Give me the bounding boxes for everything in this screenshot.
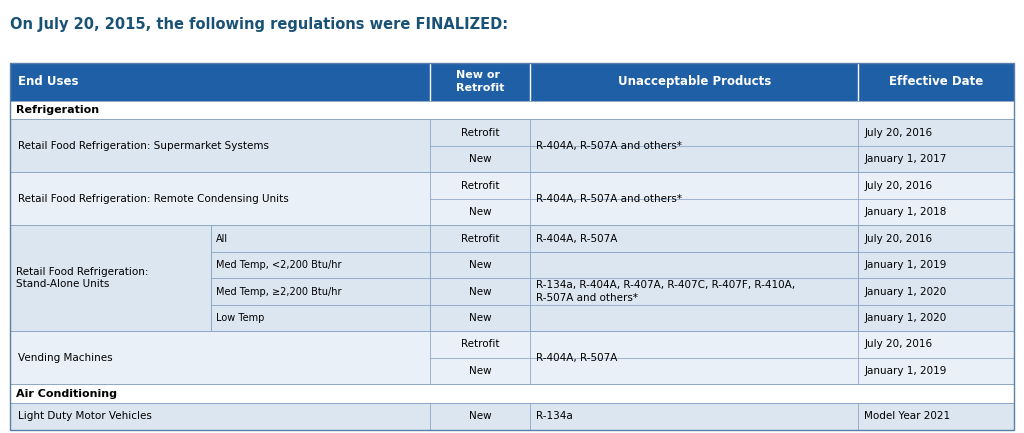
Text: Retail Food Refrigeration: Supermarket Systems: Retail Food Refrigeration: Supermarket S… — [18, 141, 269, 151]
Text: R-404A, R-507A and others*: R-404A, R-507A and others* — [537, 194, 682, 204]
Bar — [10, 331, 1014, 384]
Bar — [10, 225, 1014, 331]
Text: New: New — [469, 411, 492, 421]
Text: January 1, 2018: January 1, 2018 — [864, 207, 947, 217]
Bar — [10, 331, 1014, 384]
Text: All: All — [216, 233, 228, 244]
Text: Retrofit: Retrofit — [461, 339, 499, 349]
Text: Refrigeration: Refrigeration — [16, 105, 99, 115]
Text: January 1, 2017: January 1, 2017 — [864, 154, 947, 164]
Text: Retrofit: Retrofit — [461, 233, 499, 244]
Bar — [10, 100, 1014, 120]
Text: New: New — [469, 260, 492, 270]
Bar — [10, 63, 1014, 430]
Bar — [430, 305, 530, 331]
Bar — [430, 225, 530, 252]
Bar — [10, 225, 1014, 331]
Text: Retrofit: Retrofit — [461, 128, 499, 138]
Bar — [858, 225, 1014, 252]
Text: July 20, 2016: July 20, 2016 — [864, 339, 933, 349]
Bar — [858, 252, 1014, 278]
Text: Med Temp, <2,200 Btu/hr: Med Temp, <2,200 Btu/hr — [216, 260, 342, 270]
Text: R-404A, R-507A and others*: R-404A, R-507A and others* — [537, 141, 682, 151]
Text: January 1, 2020: January 1, 2020 — [864, 287, 946, 297]
Text: July 20, 2016: July 20, 2016 — [864, 128, 933, 138]
Bar — [10, 120, 1014, 172]
Text: R-134a: R-134a — [537, 411, 573, 421]
Bar — [530, 225, 858, 252]
Text: Med Temp, ≥2,200 Btu/hr: Med Temp, ≥2,200 Btu/hr — [216, 287, 342, 297]
Text: R-404A, R-507A: R-404A, R-507A — [537, 353, 617, 363]
Text: July 20, 2016: July 20, 2016 — [864, 181, 933, 191]
Text: New or
Retrofit: New or Retrofit — [456, 71, 504, 93]
Text: Light Duty Motor Vehicles: Light Duty Motor Vehicles — [18, 411, 153, 421]
Bar — [858, 305, 1014, 331]
Text: R-404A, R-507A: R-404A, R-507A — [537, 233, 617, 244]
Text: January 1, 2019: January 1, 2019 — [864, 366, 947, 376]
Text: New: New — [469, 154, 492, 164]
Text: Retrofit: Retrofit — [461, 181, 499, 191]
Bar — [10, 403, 1014, 430]
Bar — [10, 63, 1014, 100]
Text: Vending Machines: Vending Machines — [18, 353, 113, 363]
Bar — [10, 384, 1014, 403]
Bar — [211, 278, 430, 305]
Text: January 1, 2020: January 1, 2020 — [864, 313, 946, 323]
Bar — [430, 252, 530, 278]
Text: Retail Food Refrigeration:
Stand-Alone Units: Retail Food Refrigeration: Stand-Alone U… — [16, 267, 148, 290]
Text: Air Conditioning: Air Conditioning — [16, 388, 118, 399]
Text: Retail Food Refrigeration: Remote Condensing Units: Retail Food Refrigeration: Remote Conden… — [18, 194, 289, 204]
Text: Unacceptable Products: Unacceptable Products — [617, 75, 771, 88]
Bar — [530, 252, 858, 331]
Text: On July 20, 2015, the following regulations were FINALIZED:: On July 20, 2015, the following regulati… — [10, 17, 508, 32]
Text: New: New — [469, 207, 492, 217]
Bar — [10, 172, 1014, 225]
Text: Effective Date: Effective Date — [889, 75, 983, 88]
Bar — [10, 172, 1014, 225]
Text: Low Temp: Low Temp — [216, 313, 264, 323]
Text: New: New — [469, 287, 492, 297]
Text: New: New — [469, 313, 492, 323]
Text: Model Year 2021: Model Year 2021 — [864, 411, 950, 421]
Bar — [10, 403, 1014, 430]
Bar — [211, 305, 430, 331]
Text: End Uses: End Uses — [18, 75, 79, 88]
Bar — [211, 252, 430, 278]
Bar — [858, 278, 1014, 305]
Bar — [211, 225, 430, 252]
Text: New: New — [469, 366, 492, 376]
Text: R-134a, R-404A, R-407A, R-407C, R-407F, R-410A,
R-507A and others*: R-134a, R-404A, R-407A, R-407C, R-407F, … — [537, 280, 796, 303]
Bar — [10, 120, 1014, 172]
Text: January 1, 2019: January 1, 2019 — [864, 260, 947, 270]
Text: July 20, 2016: July 20, 2016 — [864, 233, 933, 244]
Bar — [430, 278, 530, 305]
